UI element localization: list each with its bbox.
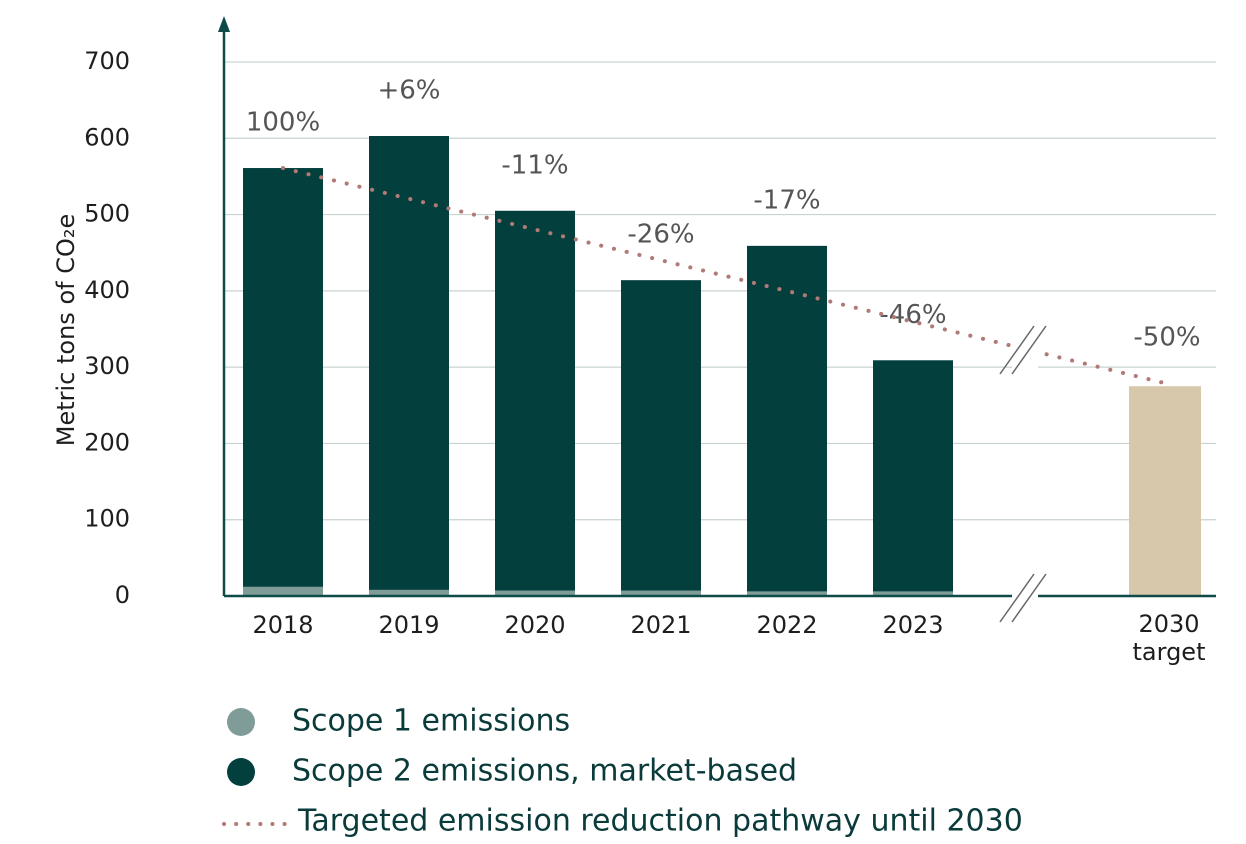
legend-label: Scope 1 emissions bbox=[292, 704, 570, 739]
change-label: -17% bbox=[753, 185, 820, 215]
x-tick-label: 2020 bbox=[504, 611, 565, 639]
y-tick-label: 700 bbox=[84, 47, 130, 75]
x-tick-label: 2023 bbox=[882, 611, 943, 639]
bar-segment bbox=[243, 586, 323, 596]
bar-segment bbox=[873, 360, 953, 592]
x-tick-label: 2030 target bbox=[1132, 610, 1206, 666]
y-tick-label: 100 bbox=[84, 505, 130, 533]
x-tick-label: 2021 bbox=[630, 611, 691, 639]
x-tick-label: 2019 bbox=[378, 611, 439, 639]
y-tick-label: 300 bbox=[84, 352, 130, 380]
change-label: -11% bbox=[501, 150, 568, 180]
change-label: -50% bbox=[1133, 323, 1200, 353]
y-tick-label: 0 bbox=[115, 581, 130, 609]
break-mark bbox=[1011, 325, 1047, 375]
legend-marker bbox=[227, 758, 255, 786]
bar-segment bbox=[873, 591, 953, 596]
legend-label: Targeted emission reduction pathway unti… bbox=[297, 804, 1023, 839]
bar-segment bbox=[747, 245, 827, 592]
bar-segment bbox=[621, 280, 701, 591]
legend-label: Scope 2 emissions, market-based bbox=[292, 754, 797, 789]
y-tick-label: 600 bbox=[84, 123, 130, 151]
bar-segment bbox=[243, 168, 323, 587]
break-mark bbox=[999, 573, 1035, 623]
bar-segment bbox=[495, 210, 575, 591]
bar-segment bbox=[369, 589, 449, 596]
change-label: -46% bbox=[879, 300, 946, 330]
break-gap bbox=[1012, 326, 1038, 374]
break-mark bbox=[999, 325, 1035, 375]
bar-segment bbox=[747, 591, 827, 596]
y-tick-label: 400 bbox=[84, 276, 130, 304]
change-label: -26% bbox=[627, 220, 694, 250]
x-tick-label: 2018 bbox=[252, 611, 313, 639]
y-tick-label: 500 bbox=[84, 200, 130, 228]
bar-segment bbox=[621, 590, 701, 596]
target-bar bbox=[1129, 386, 1201, 596]
x-tick-label: 2022 bbox=[756, 611, 817, 639]
break-mark bbox=[1011, 573, 1047, 623]
change-label: 100% bbox=[246, 108, 320, 138]
change-label: +6% bbox=[377, 75, 440, 105]
break-gap bbox=[1012, 574, 1038, 622]
y-axis-label: Metric tons of CO₂e bbox=[52, 214, 80, 446]
legend-marker bbox=[227, 708, 255, 736]
axis-arrow bbox=[218, 16, 230, 32]
bar-segment bbox=[369, 135, 449, 590]
bar-segment bbox=[495, 590, 575, 596]
y-tick-label: 200 bbox=[84, 428, 130, 456]
